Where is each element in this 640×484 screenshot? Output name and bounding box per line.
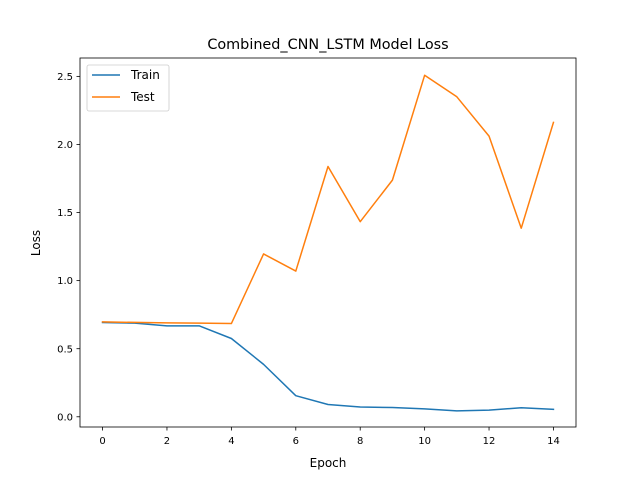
x-tick-label: 2	[164, 436, 170, 447]
y-tick-label: 0.0	[57, 412, 73, 423]
x-tick-label: 6	[293, 436, 299, 447]
legend-label-test: Test	[130, 90, 155, 104]
legend-label-train: Train	[130, 68, 160, 82]
y-axis-label: Loss	[29, 230, 43, 256]
x-tick-label: 0	[99, 436, 105, 447]
chart-title: Combined_CNN_LSTM Model Loss	[207, 37, 448, 53]
x-axis-label: Epoch	[310, 456, 347, 470]
x-tick-label: 4	[228, 436, 234, 447]
y-tick-label: 1.5	[57, 208, 73, 219]
x-tick-label: 12	[483, 436, 496, 447]
y-tick-label: 1.0	[57, 276, 73, 287]
y-tick-label: 2.5	[57, 72, 73, 83]
y-tick-label: 0.5	[57, 344, 73, 355]
legend: Train Test	[87, 65, 169, 111]
x-tick-label: 14	[547, 436, 560, 447]
x-tick-label: 10	[418, 436, 431, 447]
x-tick-label: 8	[357, 436, 363, 447]
y-tick-label: 2.0	[57, 140, 73, 151]
